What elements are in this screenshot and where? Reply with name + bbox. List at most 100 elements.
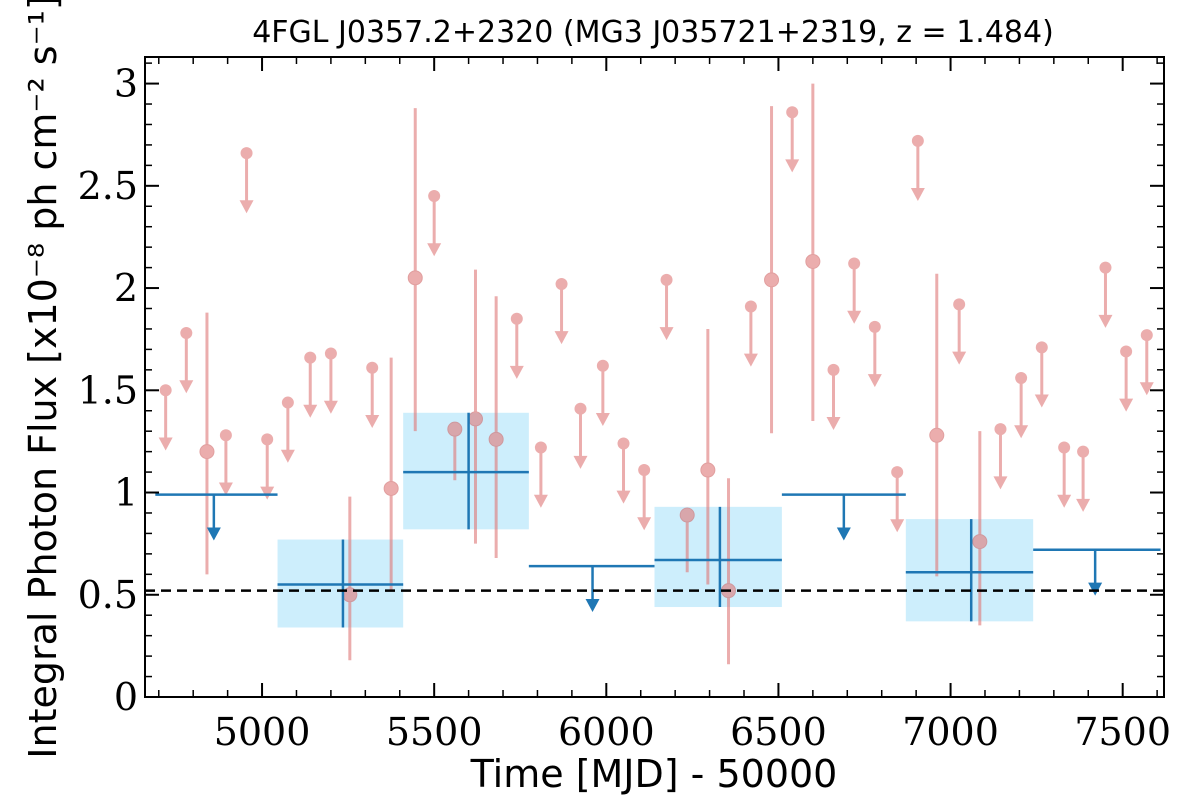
short-bin-detection [488,296,504,558]
upper-limit-point [868,320,881,333]
short-bin-point [805,253,821,269]
short-bin-upper-limit [239,147,254,214]
x-tick-label: 5500 [386,710,483,754]
short-bin-detection [972,431,988,626]
upper-limit-point [261,433,274,446]
short-bin-detection [199,312,215,575]
upper-limit-point [428,190,441,203]
upper-limit-point [534,441,547,454]
x-tick-label: 7500 [1074,710,1171,754]
upper-limit-point [304,351,317,364]
short-bin-upper-limit [1119,345,1134,412]
plot-area [145,83,1164,665]
short-bin-detection [764,106,780,434]
long-bin-points [155,412,1161,628]
upper-limit-arrowhead [554,331,569,345]
short-bin-upper-limit [509,312,524,379]
upper-limit-arrowhead [573,455,588,469]
upper-limit-point [911,134,924,147]
short-bin-upper-limit [659,273,674,341]
short-bin-point [447,421,463,437]
short-bin-detection [700,328,716,585]
x-tick-labels: 5000 5500 6000 6500 7000 7500 [214,710,1171,754]
y-tick-label: 0 [114,675,138,719]
y-tick-label: 1 [114,471,138,515]
upper-limit-point [848,257,861,270]
short-bin-upper-limit [218,429,233,496]
short-bin-upper-limit [952,298,967,365]
upper-limit-point [281,396,294,409]
short-bin-detection [407,108,423,432]
upper-limit-point [1077,445,1090,458]
long-bin-error-box [905,519,1034,622]
long-bin-limit-arrowhead [206,527,221,541]
short-bin-upper-limit [826,363,841,431]
short-bin-detection [679,507,695,573]
short-bin-detection [929,273,945,577]
upper-limit-arrowhead [826,417,841,431]
upper-limit-point [891,466,904,479]
short-bin-upper-limit [158,384,173,451]
upper-limit-point [555,277,568,290]
short-bin-upper-limit [890,466,905,533]
upper-limit-point [219,429,232,442]
upper-limit-point [366,361,379,374]
short-bin-point [467,411,483,427]
upper-limit-arrowhead [890,519,905,533]
upper-limit-arrowhead [218,482,233,496]
axis-ticks [145,57,1164,698]
short-bin-upper-limit [179,327,194,394]
short-bin-point [700,462,716,478]
chart-title: 4FGL J0357.2+2320 (MG3 J035721+2319, z =… [252,15,1054,50]
upper-limit-point [574,402,587,415]
upper-limit-point [786,106,799,119]
upper-limit-point [744,300,757,313]
long-bin-detection [905,519,1034,622]
short-bin-point [679,507,695,523]
short-bin-point [488,431,504,447]
upper-limit-arrowhead [1139,382,1154,396]
upper-limit-arrowhead [179,380,194,394]
short-bin-point [929,427,945,443]
upper-limit-arrowhead [533,494,548,508]
upper-limit-point [638,464,651,477]
upper-limit-point [1120,345,1133,358]
upper-limit-point [617,437,630,450]
long-bin-limit-arrowhead [1088,582,1103,596]
upper-limit-point [596,359,609,372]
upper-limit-arrowhead [303,404,318,418]
short-bin-upper-limit [1034,341,1049,408]
upper-limit-arrowhead [910,188,925,202]
upper-limit-point [1015,372,1028,385]
upper-limit-arrowhead [637,517,652,531]
x-tick-label: 6000 [558,710,655,754]
short-bin-upper-limit [1098,261,1113,328]
upper-limit-arrowhead [1076,498,1091,512]
upper-limit-arrowhead [595,412,610,426]
y-tick-label: 1.5 [78,368,138,412]
upper-limit-arrowhead [1014,425,1029,439]
short-bin-upper-limit [1057,441,1072,508]
y-tick-label: 2.5 [78,164,138,208]
long-bin-upper-limit [781,493,906,541]
upper-limit-arrowhead [743,353,758,367]
upper-limit-arrowhead [1119,398,1134,412]
upper-limit-point [510,312,523,325]
long-bin-error-box [654,506,782,608]
short-bin-point [972,534,988,550]
upper-limit-arrowhead [509,365,524,379]
y-tick-label: 2 [114,266,138,310]
long-bin-limit-arrowhead [585,599,600,613]
y-axis-label: Integral Photon Flux [x10⁻⁸ ph cm⁻² s⁻¹] [21,0,65,759]
long-bin-detection [277,539,404,628]
upper-limit-arrowhead [239,200,254,214]
y-tick-label: 0.5 [78,573,138,617]
short-bin-upper-limit [637,464,652,531]
short-bin-upper-limit [280,396,295,463]
upper-limit-arrowhead [952,351,967,365]
upper-limit-arrowhead [1034,394,1049,408]
upper-limit-arrowhead [785,159,800,173]
upper-limit-point [180,327,193,340]
upper-limit-point [1058,441,1071,454]
long-bin-upper-limit [1033,548,1161,596]
